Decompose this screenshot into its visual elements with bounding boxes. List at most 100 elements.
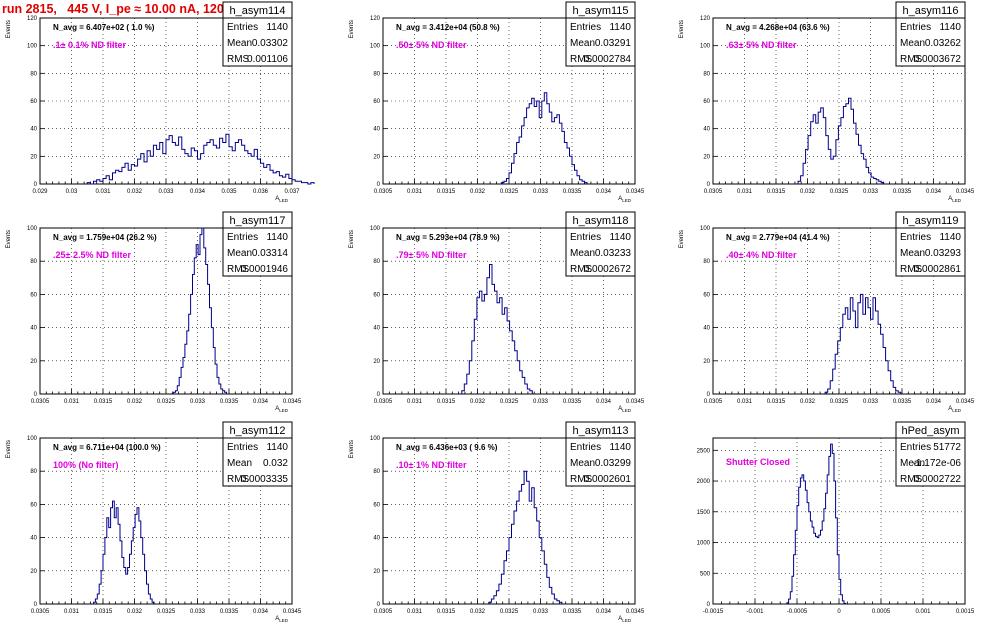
y-tick-label: 40 [30,127,37,133]
x-tick-label: 0.032 [127,399,143,405]
stats-label: RMS [570,474,593,485]
x-axis-label: ALED [948,406,962,413]
x-tick-label: 0.032 [127,189,143,195]
histogram-panel-h_asym112: 0.0305 0.031 0.0315 0.032 0.0325 0.033 0.0335 0… [6,421,302,622]
x-tick-label: 0.033 [863,399,879,405]
histogram-panel-h_asym118: 0.0305 0.031 0.0315 0.032 0.0325 0.033 0.0335 0… [349,211,645,413]
stats-histogram-name: h_asym114 [229,5,285,17]
x-tick-label: 0.0325 [500,399,519,405]
histogram-bars [461,264,533,394]
x-tick-label: 0.0335 [563,189,582,195]
x-tick-label: 0.0325 [830,399,849,405]
y-tick-label: 80 [30,469,37,475]
histogram-panel-h_asym116: 0.0305 0.031 0.0315 0.032 0.0325 0.033 0.0335 0… [679,1,975,203]
navg-label: N_avg = 2.779e+04 (41.4 %) [726,233,830,242]
stats-value: 0.03293 [925,248,962,259]
x-axis-label: ALED [618,406,632,413]
y-tick-label: 20 [373,569,380,575]
stats-label: Mean [900,458,925,469]
stats-histogram-name: h_asym113 [572,425,628,437]
y-tick-label: 0 [707,602,711,608]
y-tick-label: 80 [373,71,380,77]
x-tick-label: 0.0335 [220,609,239,615]
x-tick-label: 0.034 [253,609,269,615]
x-tick-label: 0.0335 [220,399,239,405]
x-axis-label: ALED [275,616,289,622]
y-tick-label: 100 [370,44,381,50]
x-tick-label: 0.033 [190,609,206,615]
y-tick-label: 100 [370,226,381,232]
x-tick-label: 0.0345 [626,609,645,615]
x-tick-label: 0.0335 [563,399,582,405]
y-tick-label: 1500 [697,510,711,516]
filter-label: .63± 5% ND filter [726,40,797,50]
stats-label: Mean [227,248,252,259]
x-axis-label-subscript: LED [952,198,962,203]
stats-value: 0.0003335 [241,474,289,485]
filter-label: .10± 1% ND filter [396,460,467,470]
y-tick-label: 0 [34,182,38,188]
x-axis-label: ALED [275,406,289,413]
y-tick-label: 20 [30,154,37,160]
x-axis-label: ALED [618,616,632,622]
x-tick-label: 0.034 [253,399,269,405]
stats-box [565,17,636,67]
x-tick-label: 0.0305 [704,189,723,195]
y-tick-label: 60 [30,99,37,105]
navg-label: N_avg = 1.759e+04 (26.2 %) [53,233,157,242]
y-tick-label: 0 [707,182,711,188]
y-tick-label: 60 [703,99,710,105]
y-tick-label: 60 [703,292,710,298]
y-axis-label: Events [6,440,12,458]
stats-value: -1.172e-06 [913,458,962,469]
filter-label: .50± 5% ND filter [396,40,467,50]
x-tick-label: 0.029 [32,189,48,195]
histogram-bars [824,293,902,394]
y-tick-label: 0 [377,602,381,608]
x-tick-label: 0.0345 [283,609,302,615]
stats-value: 0.03299 [595,458,632,469]
x-tick-label: 0.0345 [956,189,975,195]
y-tick-label: 120 [27,16,38,22]
stats-label: RMS [227,54,250,65]
y-tick-label: 20 [30,359,37,365]
stats-value: 1140 [609,442,631,453]
x-tick-label: 0.033 [533,399,549,405]
y-tick-label: 20 [373,359,380,365]
stats-box [222,17,293,67]
stats-label: Mean [570,248,595,259]
y-tick-label: 20 [373,154,380,160]
x-tick-label: 0.031 [407,189,423,195]
x-tick-label: 0.0325 [157,609,176,615]
x-axis-label: ALED [618,196,632,203]
x-tick-label: -0.001 [746,609,764,615]
y-tick-label: 40 [703,127,710,133]
stats-box [565,227,636,277]
stats-value: 0.03302 [252,38,289,49]
navg-label: N_avg = 4.268e+04 (63.6 %) [726,23,830,32]
x-tick-label: 0.0345 [283,399,302,405]
navg-label: N_avg = 6.407e+02 ( 1.0 %) [53,23,155,32]
stats-label: RMS [227,264,250,275]
x-tick-label: 0.0335 [893,399,912,405]
y-tick-label: 500 [700,571,711,577]
stats-value: 1140 [939,232,961,243]
stats-histogram-name: h_asym119 [902,215,958,227]
navg-label: N_avg = 3.412e+04 (50.8 %) [396,23,500,32]
stats-value: 0.0001946 [241,264,289,275]
x-tick-label: 0.0315 [437,189,456,195]
y-tick-label: 120 [370,16,381,22]
y-tick-label: 60 [30,292,37,298]
y-tick-label: 20 [703,154,710,160]
y-tick-label: 20 [703,359,710,365]
stats-box [222,227,293,277]
x-tick-label: 0.031 [737,399,753,405]
navg-label: N_avg = 6.711e+04 (100.0 %) [53,443,161,452]
histogram-bars [93,500,155,604]
stats-label: RMS [227,474,250,485]
stats-box [895,17,966,67]
stats-label: Mean [570,458,595,469]
stats-label: Entries [900,232,931,243]
histogram-panel-h_asym115: 0.0305 0.031 0.0315 0.032 0.0325 0.033 0.0335 0… [349,1,645,203]
y-tick-label: 100 [700,44,711,50]
